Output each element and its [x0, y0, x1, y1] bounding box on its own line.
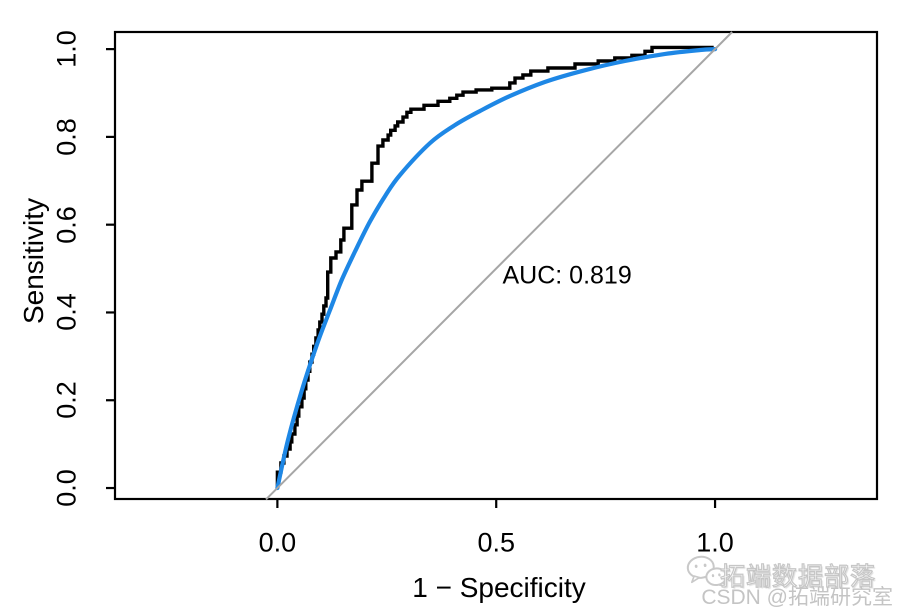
- y-tick-label: 0.4: [51, 293, 82, 332]
- y-tick-label: 0.0: [51, 469, 82, 507]
- y-tick-label: 1.0: [51, 30, 82, 68]
- y-tick-label: 0.6: [51, 205, 82, 244]
- auc-annotation: AUC: 0.819: [502, 261, 632, 290]
- x-tick-label: 1.0: [696, 527, 734, 558]
- x-tick-label: 0.5: [477, 527, 515, 558]
- empirical-roc-curve: [275, 45, 714, 488]
- watermark-brand-text: 拓端数据部落: [719, 562, 876, 591]
- x-axis-title: 1 − Specificity: [412, 572, 586, 603]
- x-tick-label: 0.0: [258, 527, 297, 558]
- y-axis-title: Sensitivity: [18, 197, 49, 325]
- watermark-csdn-text: CSDN @拓端研究室: [701, 586, 893, 609]
- chance-diagonal-line: [265, 31, 733, 501]
- y-tick-label: 0.8: [51, 118, 82, 156]
- y-tick-label: 0.2: [51, 381, 82, 420]
- smoothed-roc-curve: [275, 47, 718, 491]
